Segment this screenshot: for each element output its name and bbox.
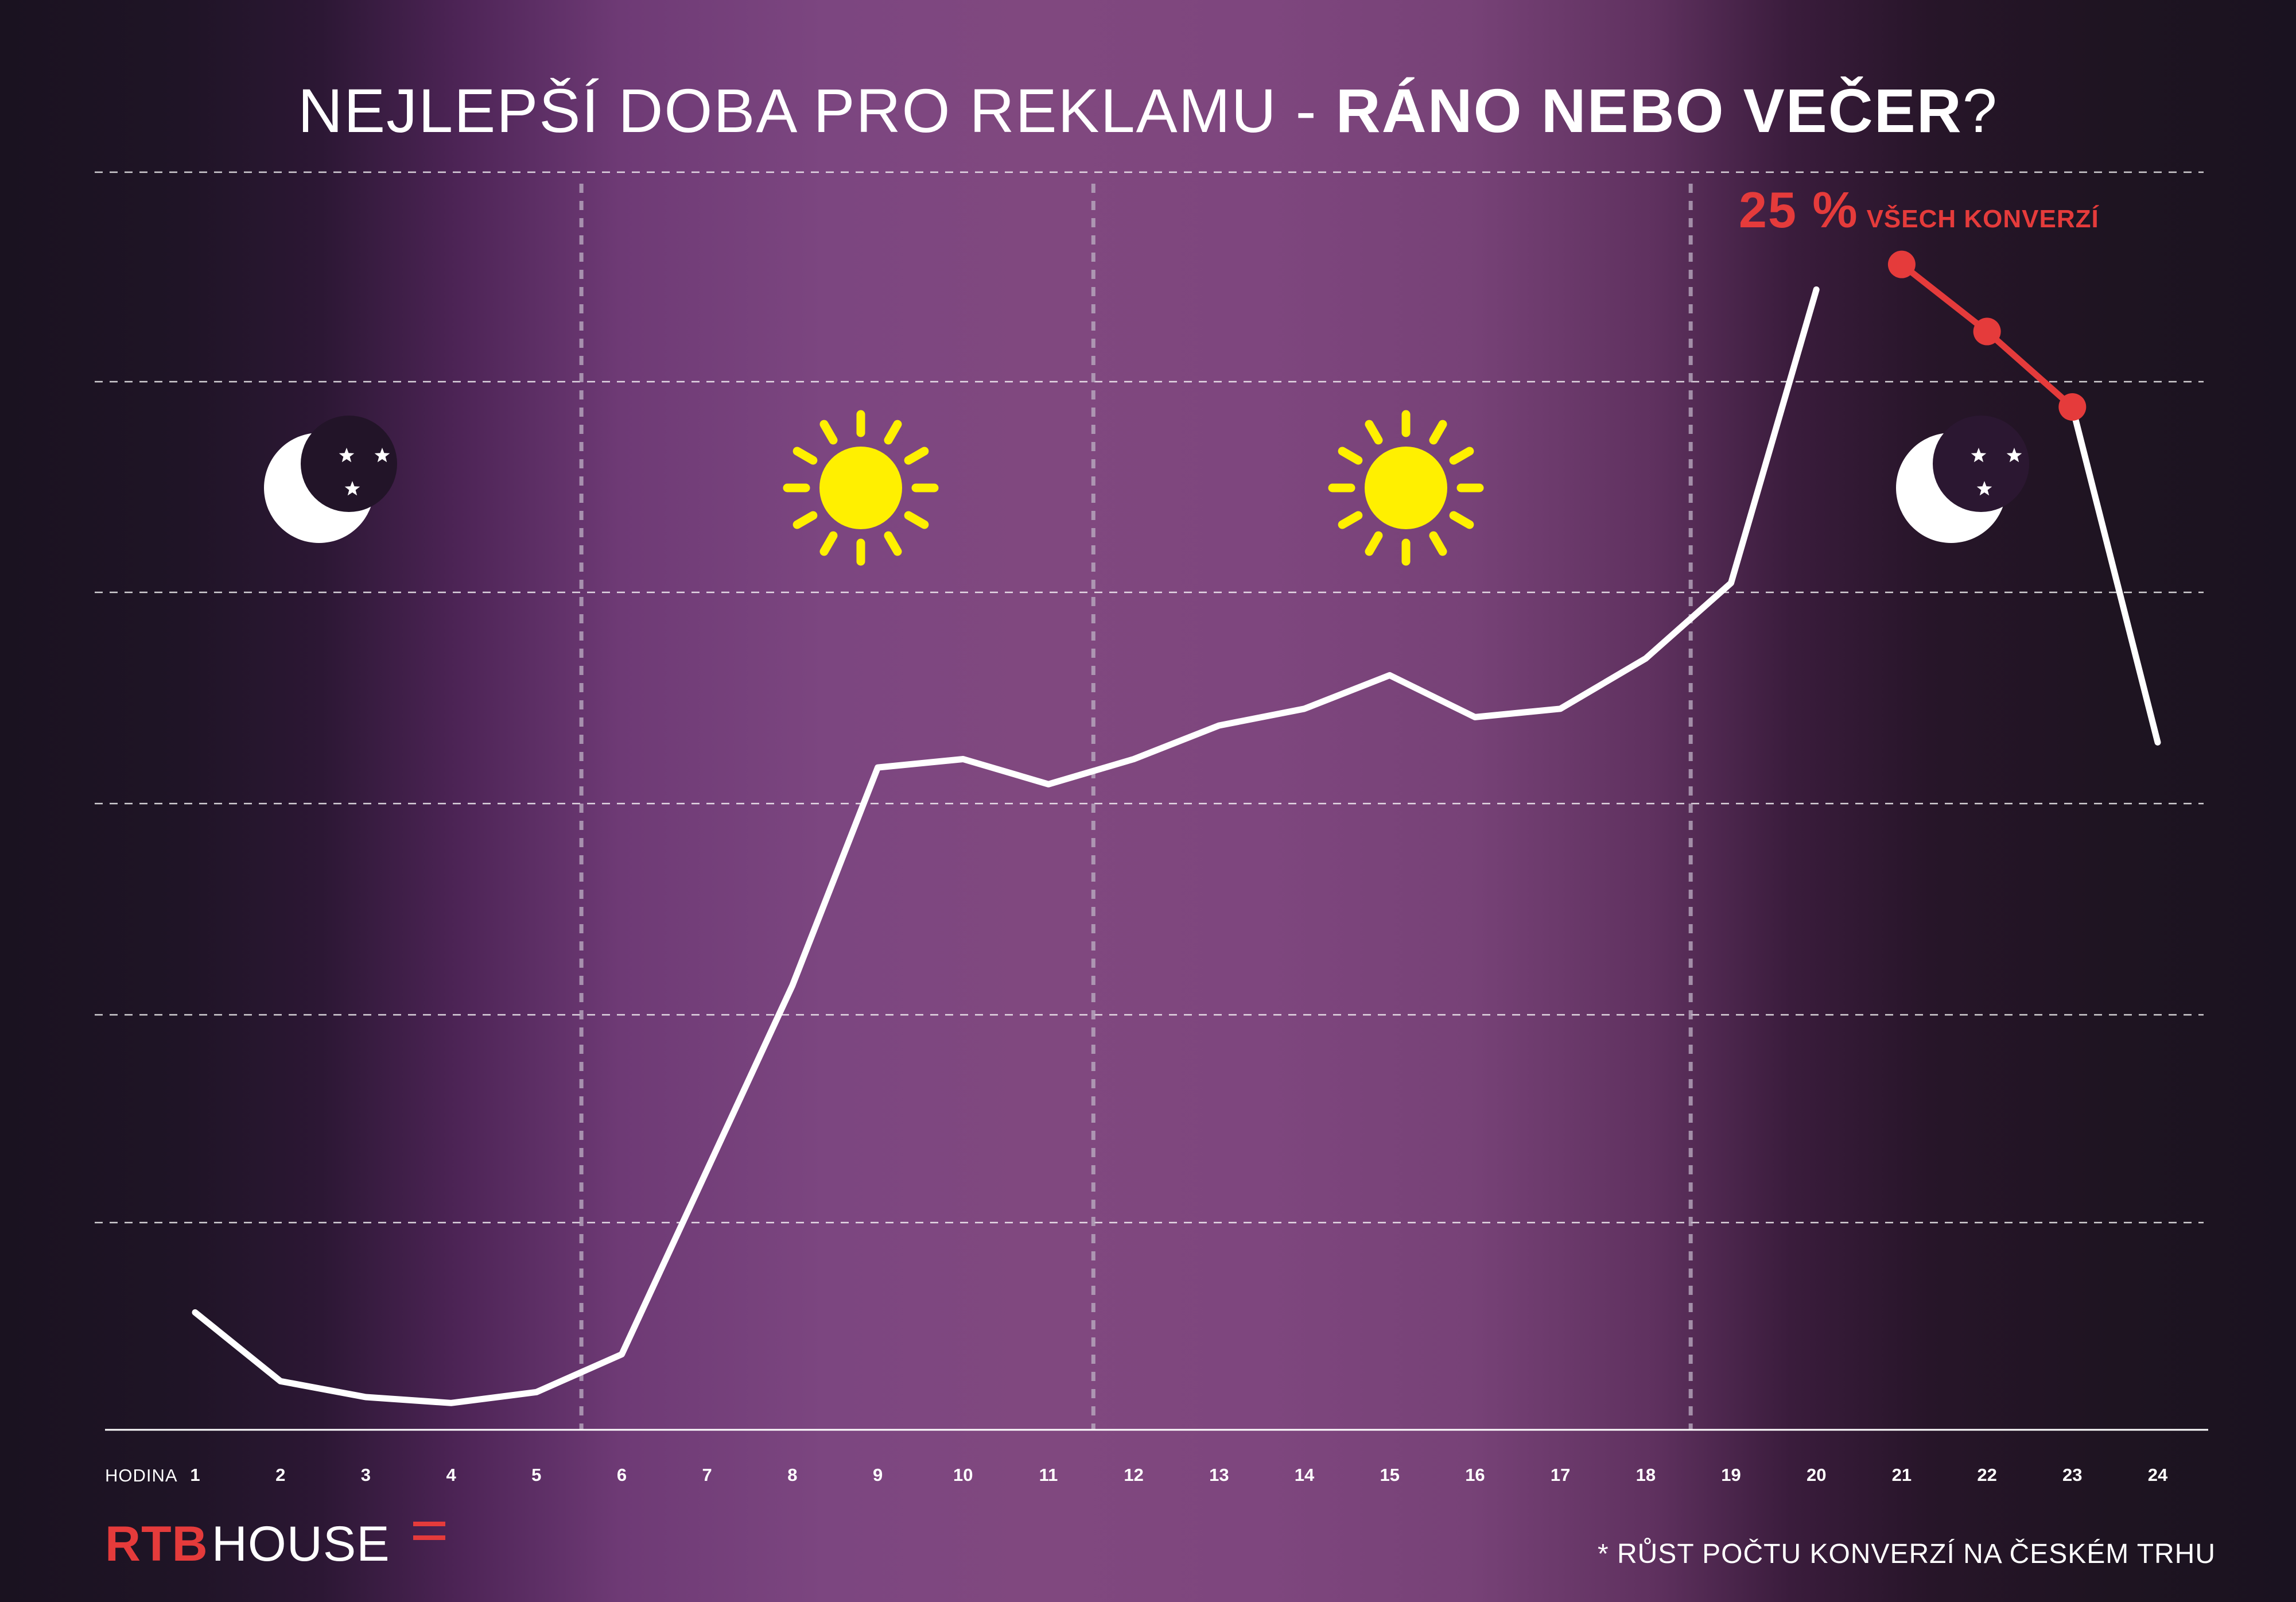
moon-stars-icon [264,416,397,543]
series-line [192,286,2161,1406]
x-tick-label: 6 [617,1465,627,1485]
highlight-point [1973,317,2001,346]
x-tick-label: 3 [361,1465,371,1485]
x-axis-caption: HODINA [105,1465,178,1485]
x-tick-label: 24 [2148,1465,2168,1485]
highlight-point [2058,393,2087,421]
logo-mark-icon [413,1518,445,1543]
highlight-point [1887,250,1916,278]
x-tick-label: 22 [1977,1465,1996,1485]
logo-rtb: RTB [105,1516,208,1572]
grid-lines [95,171,2204,1224]
logo-house: HOUSE [211,1516,390,1572]
x-tick-label: 12 [1124,1465,1143,1485]
x-tick-labels: 1 2 3 4 5 6 7 8 9 10 11 12 13 14 15 16 17 18 19 20 21 22 23 24 [190,1465,2168,1485]
x-tick-label: 5 [531,1465,541,1485]
title-bold: RÁNO NEBO VEČER [1335,76,1963,145]
peak-annotation: 25 % VŠECH KONVERZÍ [1739,181,2099,239]
x-tick-label: 14 [1295,1465,1315,1485]
x-tick-label: 13 [1209,1465,1229,1485]
footnote: * RŮST POČTU KONVERZÍ NA ČESKÉM TRHU [1597,1539,2216,1569]
series [192,250,2161,1406]
x-tick-label: 9 [873,1465,883,1485]
x-tick-label: 17 [1551,1465,1570,1485]
x-tick-label: 18 [1636,1465,1656,1485]
period-icons [264,410,2029,566]
sun-icon [783,410,939,566]
moon-stars-icon [1896,416,2029,543]
x-tick-label: 8 [787,1465,797,1485]
x-tick-label: 20 [1807,1465,1826,1485]
x-tick-label: 1 [190,1465,200,1485]
x-tick-label: 16 [1465,1465,1485,1485]
x-tick-label: 15 [1380,1465,1399,1485]
x-tick-label: 11 [1039,1465,1058,1485]
title-light: NEJLEPŠÍ DOBA PRO REKLAMU - [298,76,1336,145]
title-end: ? [1962,76,1998,145]
period-dividers [579,184,1693,1430]
x-tick-label: 21 [1892,1465,1912,1485]
rtb-house-logo: RTBHOUSE [105,1515,445,1573]
x-tick-label: 23 [2062,1465,2082,1485]
x-tick-label: 7 [702,1465,712,1485]
peak-value: 25 % [1739,181,1859,238]
x-tick-label: 19 [1721,1465,1741,1485]
x-tick-label: 2 [275,1465,285,1485]
x-tick-label: 4 [446,1465,456,1485]
sun-icon [1328,410,1484,566]
peak-text: VŠECH KONVERZÍ [1866,205,2099,233]
chart-title: NEJLEPŠÍ DOBA PRO REKLAMU - RÁNO NEBO VE… [0,75,2296,146]
x-tick-label: 10 [953,1465,973,1485]
